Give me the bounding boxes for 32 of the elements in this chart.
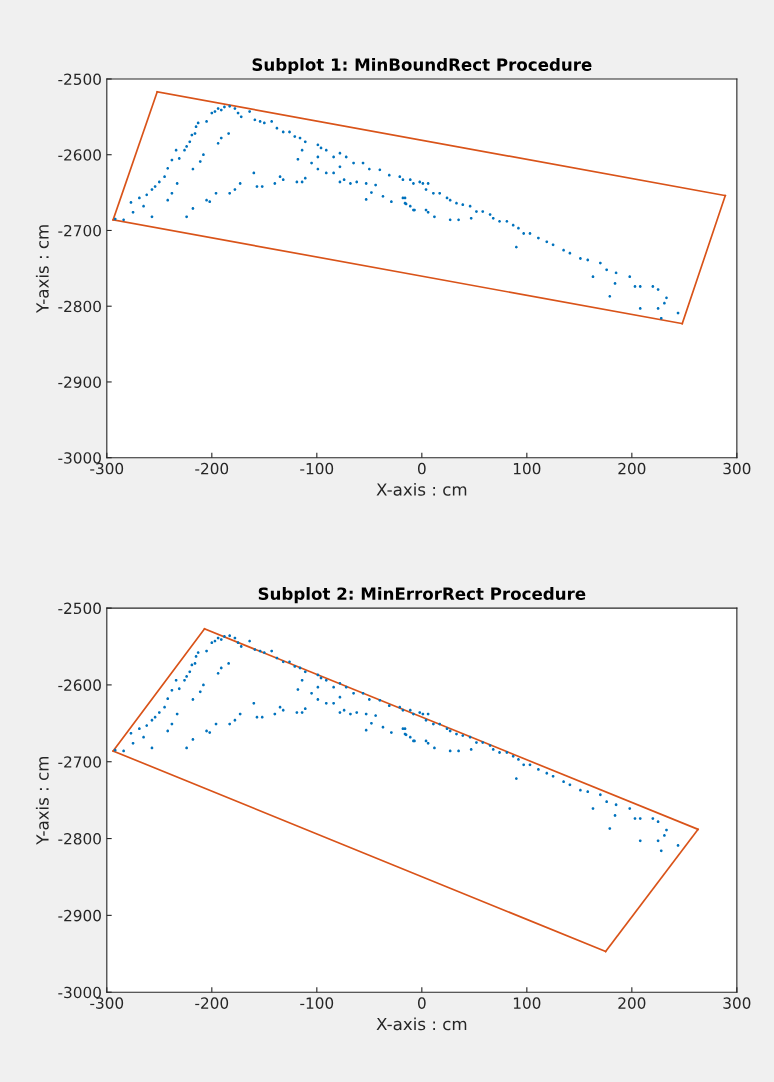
x-tick-label: -300 [90, 462, 124, 475]
y-tick-label: -2800 [58, 300, 101, 313]
y-tick-label: -2600 [58, 149, 101, 161]
x-tick-label: 300 [723, 462, 751, 475]
y-tick-label: -2900 [58, 909, 101, 922]
x-tick-label: 200 [618, 462, 646, 475]
x-tick-label: 100 [513, 462, 541, 475]
y-tick-label: -2700 [58, 756, 101, 768]
x-tick-label: 0 [417, 462, 426, 475]
y-tick-label: -2500 [58, 602, 101, 615]
x-axis-title: X-axis : cm [376, 1017, 467, 1031]
x-tick-label: -200 [195, 997, 229, 1009]
chart-title: Subplot 1: MinBoundRect Procedure [252, 57, 592, 75]
y-tick-label: -2500 [58, 73, 101, 86]
x-tick-label: -100 [300, 462, 334, 475]
y-axis-title: Y-axis : cm [35, 225, 49, 313]
y-tick-label: -2900 [58, 376, 101, 388]
x-axis-title: X-axis : cm [376, 482, 467, 496]
x-tick-label: 300 [723, 997, 751, 1009]
x-tick-label: 200 [618, 997, 646, 1009]
chart-title: Subplot 2: MinErrorRect Procedure [258, 587, 586, 604]
y-tick-label: -2700 [58, 224, 101, 237]
y-axis-title: Y-axis : cm [35, 756, 49, 845]
y-tick-label: -3000 [58, 452, 101, 464]
y-tick-label: -2600 [58, 679, 101, 691]
x-tick-label: 0 [417, 997, 426, 1009]
x-tick-label: -100 [300, 997, 334, 1009]
x-tick-label: -300 [90, 997, 124, 1009]
x-tick-label: -200 [195, 462, 229, 475]
y-tick-label: -3000 [58, 986, 101, 999]
y-tick-label: -2800 [58, 833, 101, 845]
x-tick-label: 100 [513, 997, 541, 1009]
